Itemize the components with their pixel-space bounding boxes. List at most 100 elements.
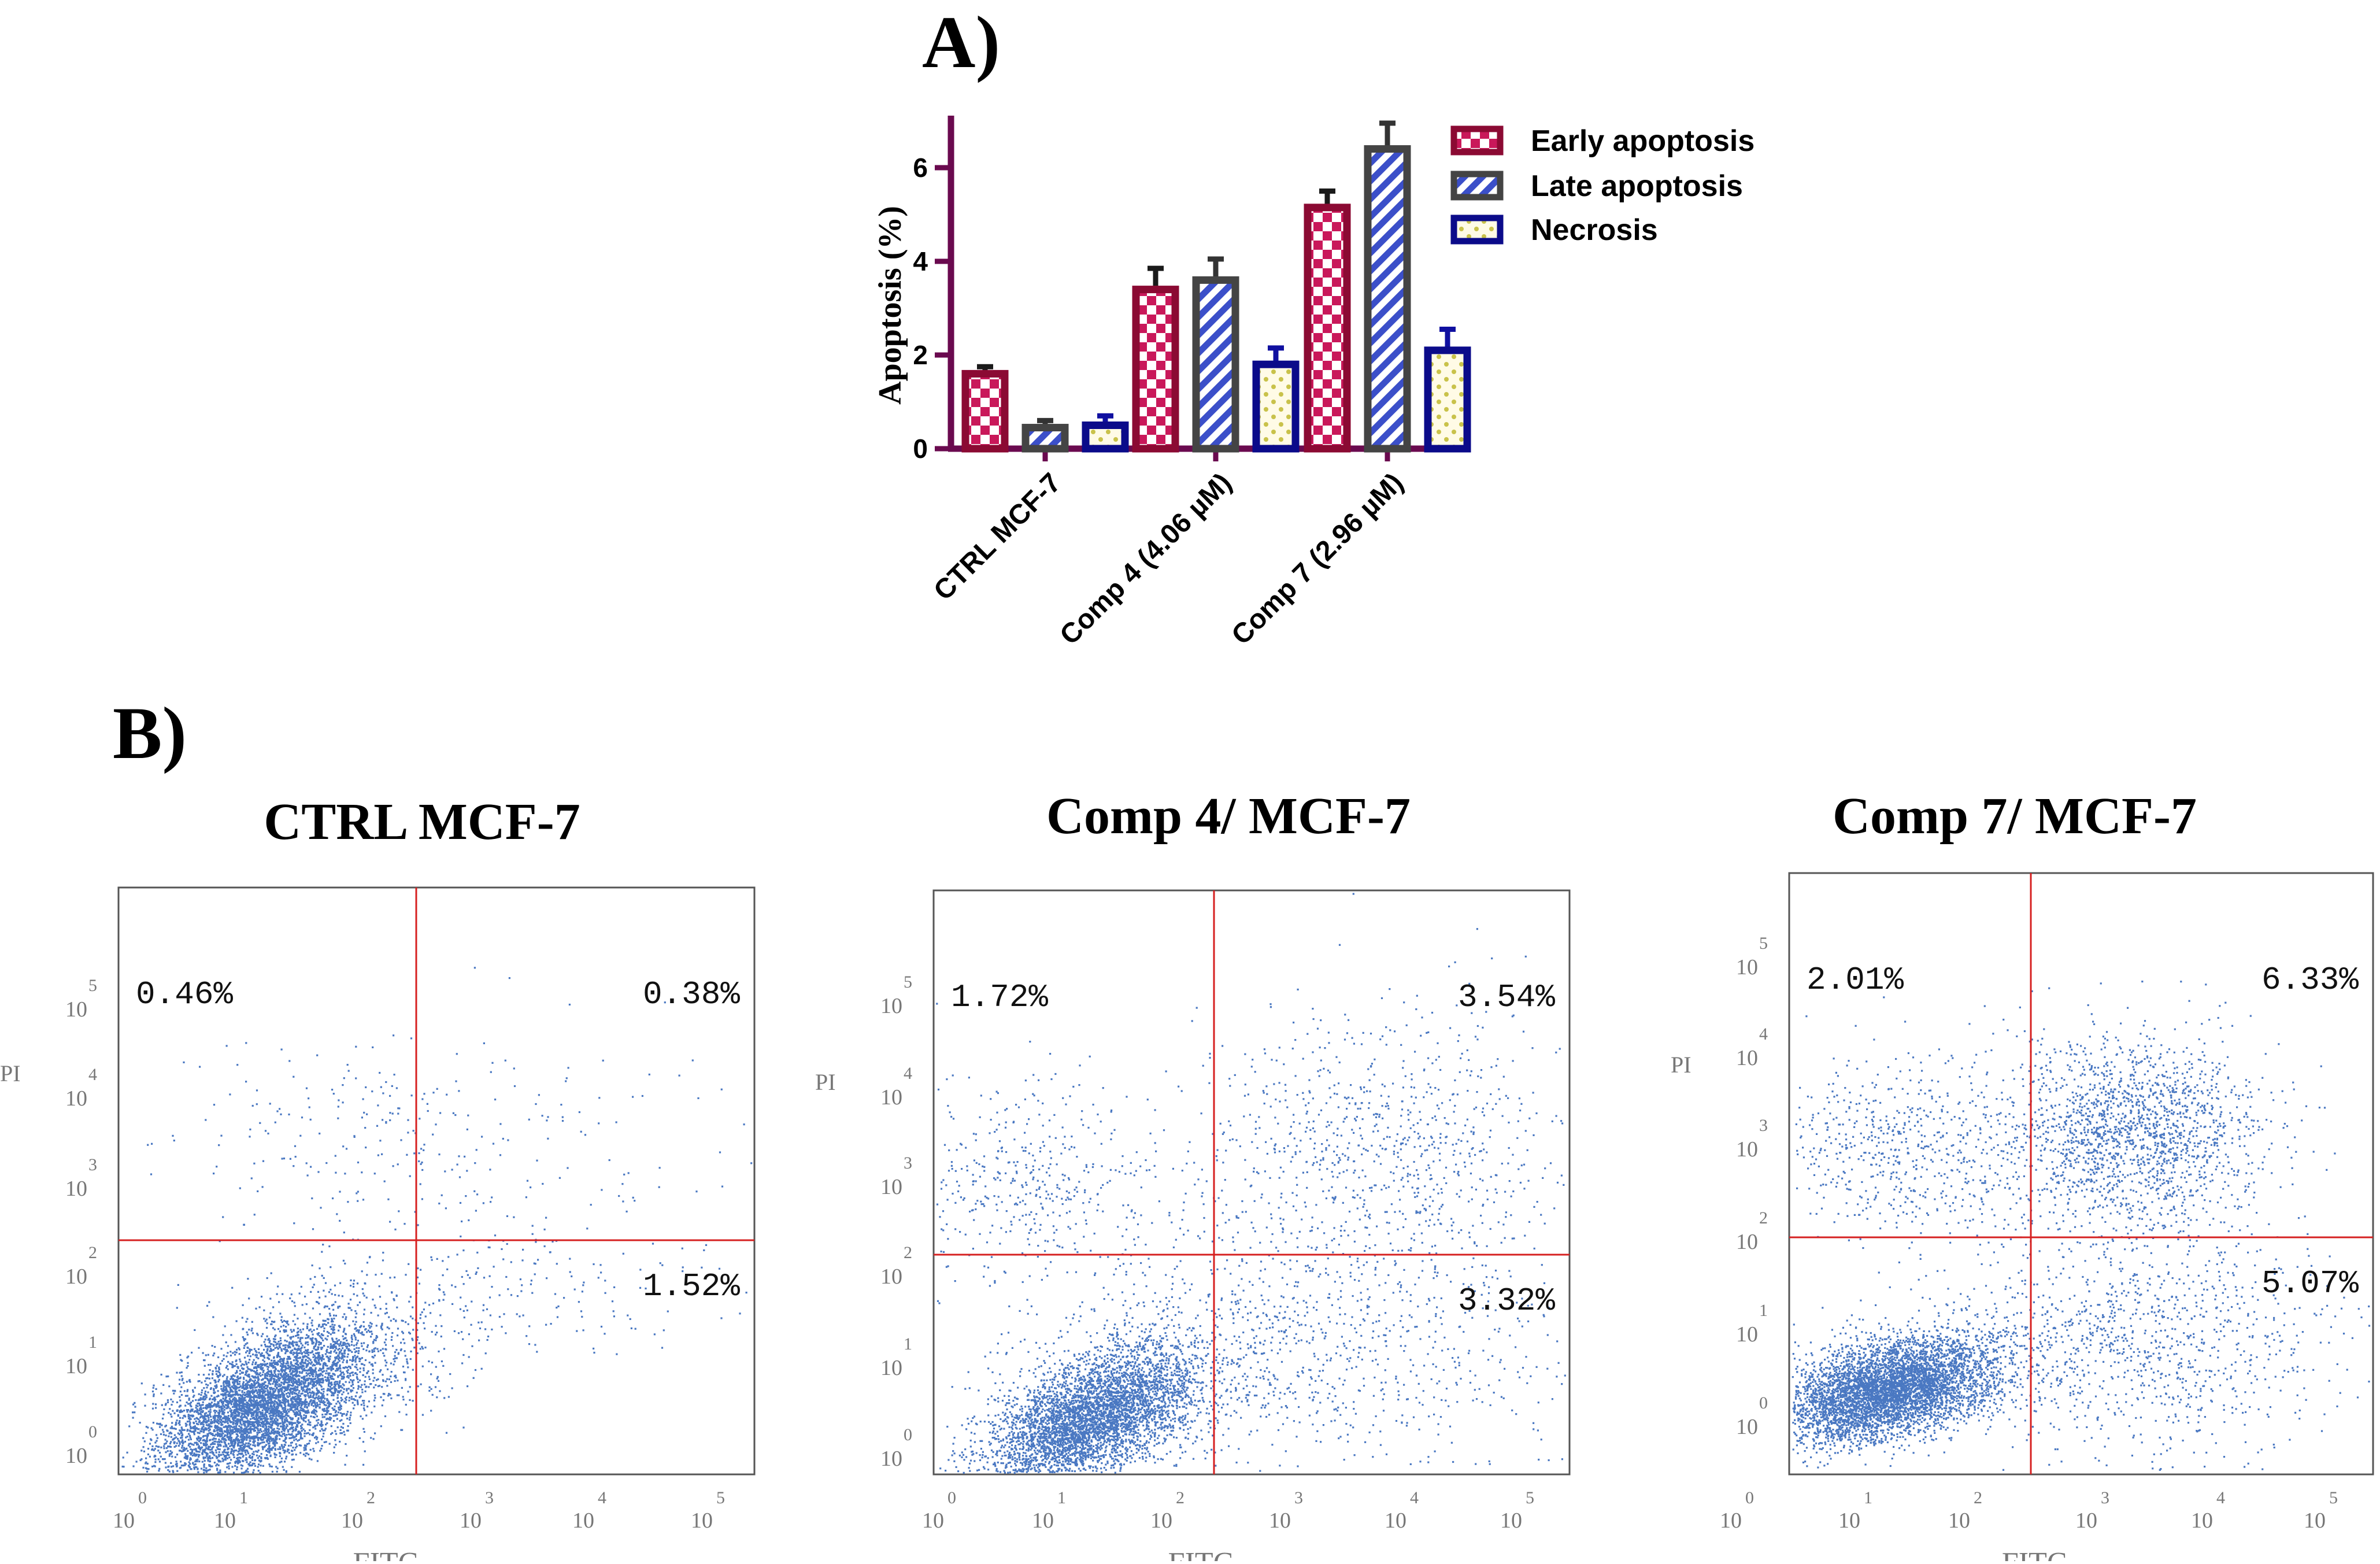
event-dot: [290, 1350, 293, 1352]
event-dot: [194, 1429, 197, 1431]
legend-swatch: [1450, 171, 1504, 201]
event-dot: [199, 1447, 202, 1450]
event-dot: [321, 1337, 323, 1340]
event-dot: [328, 1413, 331, 1415]
event-dot: [349, 1419, 351, 1421]
event-dot: [220, 1444, 222, 1447]
event-dot: [339, 1364, 341, 1366]
event-dot: [251, 1436, 254, 1439]
event-dot: [204, 1421, 206, 1423]
event-dot: [243, 1408, 245, 1410]
event-dot: [238, 1414, 240, 1416]
event-dot: [246, 1439, 248, 1441]
event-dot: [139, 1459, 142, 1462]
event-dot: [190, 1408, 193, 1411]
event-dot: [242, 1381, 245, 1383]
event-dot: [258, 1385, 260, 1387]
event-dot: [270, 1437, 272, 1440]
event-dot: [266, 1402, 269, 1404]
event-dot: [320, 1348, 323, 1350]
event-dot: [265, 1406, 268, 1409]
event-dot: [340, 1344, 343, 1347]
event-dot: [338, 1358, 340, 1360]
event-dot: [286, 1349, 288, 1351]
event-dot: [266, 1451, 269, 1453]
event-dot: [147, 1448, 150, 1450]
event-dot: [166, 1430, 169, 1432]
event-dot: [260, 1460, 262, 1462]
event-dot: [242, 1410, 245, 1412]
event-dot: [306, 1406, 308, 1408]
event-dot: [383, 1341, 386, 1344]
event-dot: [308, 1453, 310, 1456]
event-dot: [265, 1425, 268, 1428]
event-dot: [316, 1380, 318, 1382]
event-dot: [193, 1454, 195, 1456]
event-dot: [288, 1358, 291, 1360]
event-dot: [346, 1366, 349, 1369]
event-dot: [351, 1402, 354, 1404]
event-dot: [288, 1384, 291, 1386]
event-dot: [290, 1336, 293, 1339]
event-dot: [176, 1371, 178, 1374]
event-dot: [305, 1385, 307, 1388]
event-dot: [268, 1440, 271, 1443]
event-dot: [256, 1451, 258, 1453]
event-dot: [253, 1397, 255, 1399]
event-dot: [235, 1461, 238, 1463]
event-dot: [228, 1443, 230, 1445]
event-dot: [226, 1417, 228, 1419]
event-dot: [225, 1426, 227, 1428]
event-dot: [235, 1433, 238, 1435]
event-dot: [304, 1395, 306, 1397]
event-dot: [181, 1450, 183, 1452]
event-dot: [313, 1378, 316, 1380]
event-dot: [230, 1439, 232, 1441]
event-dot: [162, 1384, 165, 1386]
event-dot: [325, 1355, 328, 1358]
event-dot: [302, 1356, 305, 1359]
event-dot: [312, 1433, 314, 1435]
event-dot: [284, 1421, 286, 1424]
event-dot: [313, 1393, 315, 1395]
event-dot: [269, 1362, 271, 1365]
event-dot: [341, 1393, 343, 1396]
event-dot: [182, 1439, 184, 1441]
event-dot: [293, 1370, 295, 1373]
event-dot: [320, 1396, 322, 1399]
event-dot: [232, 1416, 234, 1418]
event-dot: [262, 1433, 265, 1435]
event-dot: [242, 1402, 244, 1404]
event-dot: [276, 1356, 279, 1358]
event-dot: [224, 1415, 226, 1418]
event-dot: [309, 1394, 312, 1396]
event-dot: [358, 1347, 360, 1349]
event-dot: [154, 1448, 156, 1450]
event-dot: [312, 1410, 314, 1413]
event-dot: [284, 1441, 287, 1444]
event-dot: [292, 1320, 294, 1322]
event-dot: [248, 1352, 250, 1354]
event-dot: [268, 1428, 270, 1430]
event-dot: [298, 1430, 300, 1433]
event-dot: [239, 1385, 242, 1388]
event-dot: [193, 1433, 195, 1436]
event-dot: [134, 1411, 136, 1414]
event-dot: [209, 1439, 212, 1441]
event-dot: [283, 1362, 285, 1365]
event-dot: [214, 1449, 217, 1451]
event-dot: [257, 1439, 260, 1441]
event-dot: [286, 1360, 288, 1363]
event-dot: [271, 1393, 273, 1396]
event-dot: [302, 1377, 304, 1379]
event-dot: [339, 1351, 342, 1353]
event-dot: [266, 1352, 269, 1355]
event-dot: [277, 1415, 280, 1418]
event-dot: [256, 1433, 258, 1436]
event-dot: [220, 1424, 223, 1426]
event-dot: [193, 1422, 195, 1425]
event-dot: [163, 1408, 165, 1410]
event-dot: [242, 1386, 244, 1389]
legend-label: Early apoptosis: [1531, 124, 1755, 158]
event-dot: [317, 1354, 320, 1356]
